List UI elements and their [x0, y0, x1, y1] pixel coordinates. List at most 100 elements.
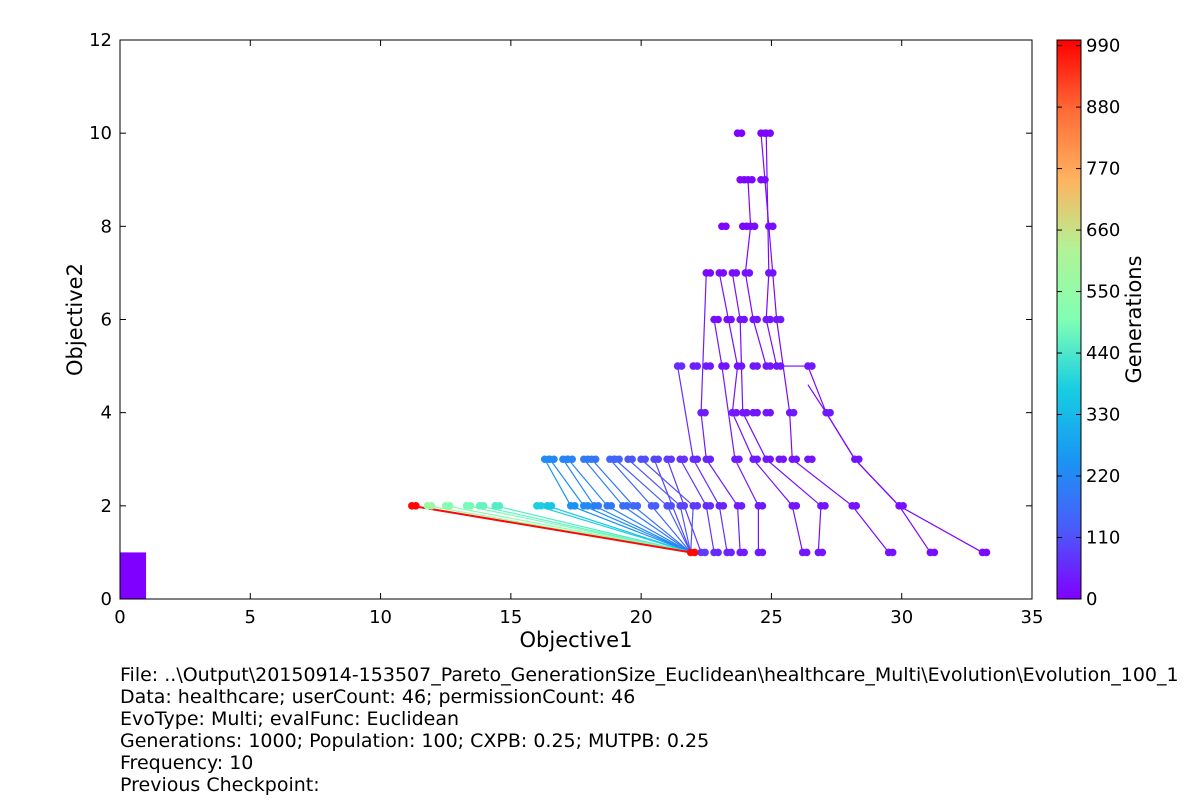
- data-point: [641, 455, 649, 464]
- y-tick-label: 12: [89, 30, 112, 51]
- info-evotype: EvoType: Multi; evalFunc: Euclidean: [120, 708, 460, 730]
- y-tick-label: 0: [101, 589, 112, 610]
- data-point: [899, 502, 907, 510]
- colorbar-tick-label: 660: [1086, 220, 1120, 241]
- data-point: [930, 548, 939, 557]
- x-tick-label: 30: [890, 607, 913, 628]
- colorbar-tick-label: 330: [1086, 405, 1120, 426]
- data-point: [753, 315, 761, 324]
- data-point: [706, 269, 715, 277]
- series-line: [466, 505, 691, 554]
- data-point: [818, 548, 827, 557]
- data-point: [693, 362, 702, 370]
- data-point: [667, 502, 675, 510]
- data-point: [748, 175, 756, 184]
- data-point: [667, 455, 675, 464]
- data-point: [706, 455, 715, 464]
- run-info: File: ..\Output\20150914-153507_Pareto_G…: [120, 664, 1200, 796]
- data-point: [766, 129, 775, 137]
- series-line: [718, 272, 804, 553]
- data-point: [826, 408, 834, 417]
- colorbar-tick-label: 770: [1086, 159, 1120, 180]
- x-tick-label: 5: [245, 607, 256, 628]
- data-point: [706, 362, 715, 370]
- info-data: Data: healthcare; userCount: 46; permiss…: [120, 686, 636, 708]
- data-point: [628, 455, 636, 464]
- data-point: [568, 455, 576, 464]
- data-point: [714, 315, 722, 324]
- data-point: [633, 502, 642, 510]
- x-tick-label: 35: [1021, 607, 1044, 628]
- data-point: [888, 548, 897, 557]
- data-point: [563, 455, 571, 464]
- data-point: [737, 362, 746, 370]
- data-point: [615, 455, 623, 464]
- colorbar-tick-label: 550: [1086, 282, 1120, 303]
- data-point: [693, 455, 702, 464]
- data-point: [776, 315, 785, 324]
- data-point: [753, 408, 761, 417]
- colorbar-tick-label: 0: [1086, 589, 1097, 610]
- colorbar-gradient: [1056, 39, 1082, 600]
- data-point: [591, 455, 600, 464]
- series-line: [760, 133, 890, 553]
- data-point: [769, 222, 777, 231]
- data-point: [680, 455, 689, 464]
- data-point: [789, 408, 798, 417]
- data-point: [766, 455, 775, 464]
- data-point: [701, 408, 709, 417]
- data-point: [821, 502, 829, 510]
- data-point: [623, 502, 631, 510]
- x-tick-label: 0: [114, 607, 125, 628]
- data-point: [792, 502, 801, 510]
- x-tick-label: 20: [630, 607, 653, 628]
- colorbar-tick-label: 440: [1086, 343, 1120, 364]
- data-point: [651, 502, 660, 510]
- data-point: [852, 502, 861, 510]
- data-point: [735, 455, 743, 464]
- histogram-bar: [120, 552, 147, 599]
- data-point: [427, 502, 436, 510]
- data-point: [776, 362, 785, 370]
- info-previous-checkpoint: Previous Checkpoint:: [120, 774, 320, 796]
- data-point: [727, 315, 735, 324]
- y-tick-label: 2: [101, 496, 112, 517]
- data-point: [808, 362, 816, 370]
- data-point: [769, 269, 777, 277]
- data-point: [466, 502, 475, 510]
- data-point: [732, 408, 741, 417]
- x-tick-label: 15: [499, 607, 522, 628]
- info-frequency: Frequency: 10: [120, 752, 254, 774]
- data-point: [766, 408, 775, 417]
- data-point: [722, 222, 730, 231]
- series-line: [536, 505, 691, 553]
- data-point: [727, 548, 735, 557]
- x-axis-label: Objective1: [520, 628, 633, 652]
- info-file: File: ..\Output\20150914-153507_Pareto_G…: [120, 664, 1179, 686]
- series-line: [411, 504, 691, 554]
- data-point: [706, 502, 715, 510]
- data-point: [537, 502, 545, 510]
- data-point: [753, 362, 761, 370]
- data-point: [740, 315, 748, 324]
- y-tick-label: 6: [101, 310, 112, 331]
- y-axis-label: Objective2: [63, 263, 87, 376]
- data-point: [654, 455, 662, 464]
- data-point: [693, 502, 702, 510]
- data-point: [719, 269, 728, 277]
- data-point: [714, 548, 722, 557]
- data-point: [479, 502, 488, 510]
- y-tick-label: 10: [89, 123, 112, 144]
- data-point: [722, 362, 730, 370]
- colorbar-tick-label: 220: [1086, 466, 1120, 487]
- data-point: [740, 548, 748, 557]
- data-point: [758, 502, 767, 510]
- data-point: [610, 455, 618, 464]
- series-line: [731, 272, 822, 553]
- data-point: [802, 548, 811, 557]
- data-point: [855, 455, 863, 464]
- y-tick-label: 8: [101, 216, 112, 237]
- data-point: [745, 269, 754, 277]
- x-tick-label: 25: [760, 607, 783, 628]
